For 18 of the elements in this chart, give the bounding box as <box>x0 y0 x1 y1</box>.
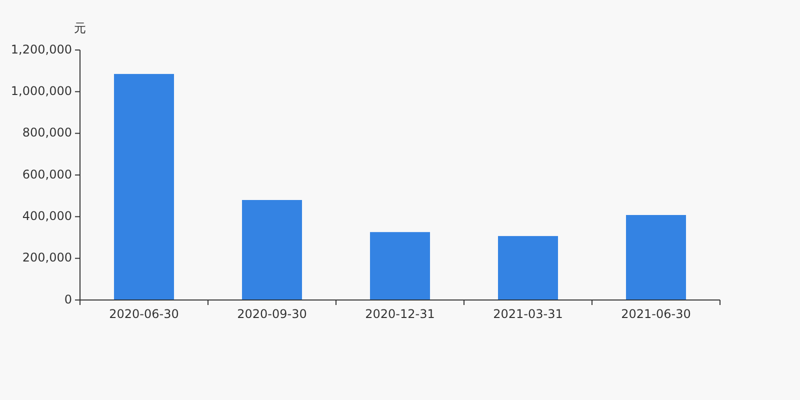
y-axis-title: 元 <box>74 21 86 35</box>
y-tick-label: 800,000 <box>22 126 72 140</box>
y-tick-label: 600,000 <box>22 167 72 182</box>
y-tick-label: 1,200,000 <box>10 42 72 56</box>
y-tick-label: 400,000 <box>22 208 72 223</box>
x-tick-label: 2021-03-31 <box>493 307 563 321</box>
bar <box>498 236 558 300</box>
y-tick-label: 0 <box>64 292 72 306</box>
bar <box>114 74 174 300</box>
x-tick-label: 2020-09-30 <box>237 307 307 321</box>
x-tick-label: 2020-06-30 <box>109 307 179 321</box>
bar <box>626 215 686 300</box>
y-tick-label: 1,000,000 <box>10 84 72 98</box>
bar <box>242 200 302 300</box>
x-tick-label: 2021-06-30 <box>621 307 691 321</box>
y-tick-label: 200,000 <box>22 250 72 265</box>
x-tick-label: 2020-12-31 <box>365 307 435 321</box>
bar <box>370 232 430 300</box>
